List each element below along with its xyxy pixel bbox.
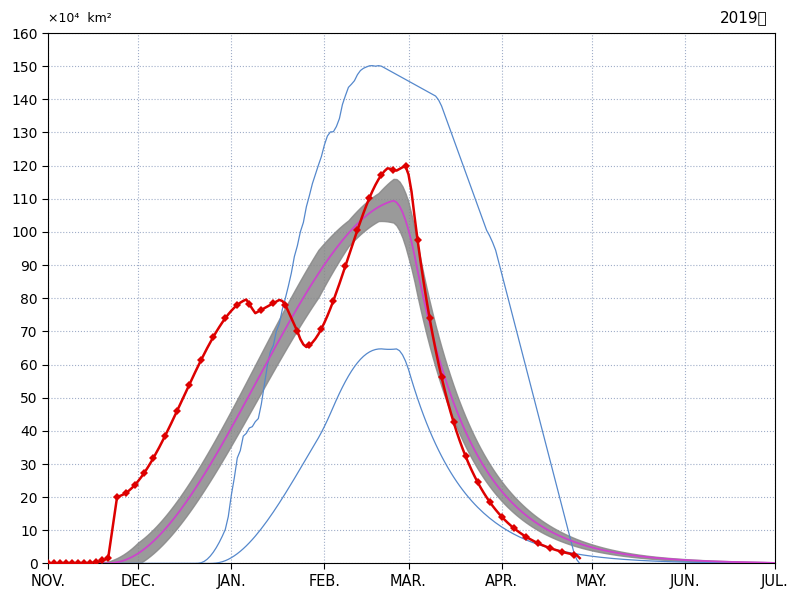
Text: ×10⁴  km²: ×10⁴ km² [48,12,112,25]
Text: 2019年: 2019年 [720,10,768,25]
